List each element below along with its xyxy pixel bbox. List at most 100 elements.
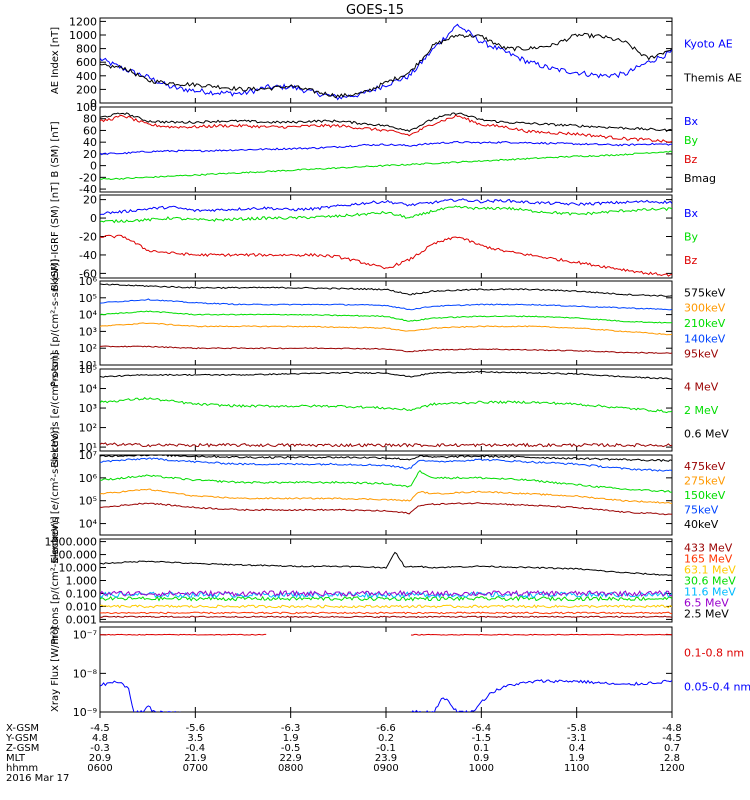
series-line-2 <box>100 604 672 609</box>
legend-label-1: 165 MeV <box>684 552 733 565</box>
ephem-value: -0.3 <box>90 743 110 754</box>
y-tick-label: 10² <box>79 422 97 435</box>
y-tick-label: 10⁴ <box>79 518 98 531</box>
ephem-value: 0700 <box>183 763 208 774</box>
series-line-6 <box>100 551 672 576</box>
series-line-0 <box>100 23 672 101</box>
y-tick-label: 10⁶ <box>79 472 98 485</box>
series-line-1 <box>100 611 672 615</box>
legend-label-1: 2 MeV <box>684 404 719 417</box>
series-line-1 <box>100 150 672 181</box>
legend-label-0: 433 MeV <box>684 541 733 554</box>
ephem-value: 4.8 <box>92 733 108 744</box>
ephem-value: 0900 <box>373 763 398 774</box>
y-tick-label: 600 <box>76 56 97 69</box>
plot-title: GOES-15 <box>346 3 404 18</box>
legend-label-2: 63.1 MeV <box>684 563 736 576</box>
ephem-value: 22.9 <box>280 753 302 764</box>
series-line-0 <box>100 140 672 156</box>
y-tick-label: 10⁵ <box>79 495 97 508</box>
legend-label-1: Themis AE <box>683 72 742 85</box>
y-tick-label: 10⁴ <box>79 309 98 322</box>
series-line-0 <box>100 633 672 636</box>
panel-frame <box>99 368 673 452</box>
y-tick-label: 10⁴ <box>79 383 98 396</box>
y-tick-label: 10⁻⁸ <box>73 667 98 680</box>
ephem-value: -6.3 <box>281 723 301 734</box>
y-axis-label: Electrons [e/(cm²-s-sr-keV)] <box>50 426 61 563</box>
series-line-4 <box>100 345 672 354</box>
ephem-value: 2.8 <box>664 753 680 764</box>
series-line-0 <box>100 283 672 297</box>
y-tick-label: 1000 <box>69 29 97 42</box>
panel-7: Xray Flux [W/m²] 10⁻⁹ 10⁻⁸ 10⁻⁷ 0.1-0.8 nm 0.… <box>50 626 750 719</box>
panel-frame <box>99 280 673 366</box>
y-tick-label: 100.000 <box>52 549 98 562</box>
y-tick-label: 80 <box>83 113 97 126</box>
ephemeris-table: X-GSM -4.5 -5.6 -6.3 -6.6 -6.4 -5.8 -4.8 Y-GSM 4.… <box>5 712 685 784</box>
series-line-0 <box>100 502 672 516</box>
ephem-row-label: Z-GSM <box>6 743 39 754</box>
y-tick-label: 60 <box>83 124 97 137</box>
y-tick-label: 20 <box>83 148 97 161</box>
panel-2: B (SM)-IGRF (SM) [nT] -60 -40 -20 0 20 Bx By Bz <box>50 182 699 291</box>
series-line-1 <box>100 488 672 504</box>
series-line-2 <box>100 310 672 324</box>
ephem-value: -0.1 <box>376 743 396 754</box>
legend-label-3: Bmag <box>684 172 716 185</box>
series-line-3 <box>100 457 672 472</box>
series-line-1 <box>100 32 672 99</box>
y-tick-label: 0.010 <box>66 600 98 613</box>
series-line-2 <box>100 469 672 493</box>
legend-label-6: 2.5 MeV <box>684 608 729 621</box>
series-line-1 <box>100 205 672 224</box>
y-tick-label: 10.000 <box>59 562 98 575</box>
y-tick-label: 1200 <box>69 15 97 28</box>
y-tick-label: 0 <box>90 97 97 110</box>
y-tick-label: 10⁵ <box>79 292 97 305</box>
series-line-5 <box>100 589 672 598</box>
y-tick-label: 0.001 <box>66 613 98 626</box>
ephem-value: -3.1 <box>567 733 587 744</box>
y-tick-label: 10⁶ <box>79 275 98 288</box>
series-line-2 <box>100 114 672 143</box>
ephem-row-label: hhmm <box>6 763 38 774</box>
legend-label-2: Bz <box>684 153 698 166</box>
ephem-value: 1000 <box>469 763 494 774</box>
y-tick-label: 10⁻⁹ <box>73 706 97 719</box>
legend-label-3: 30.6 MeV <box>684 575 736 588</box>
series-line-1 <box>100 322 672 336</box>
ephem-value: -5.6 <box>186 723 206 734</box>
y-tick-label: 1000.000 <box>45 536 98 549</box>
ephem-value: -4.5 <box>90 723 110 734</box>
y-axis-label: Protons [p/(cm²-s-sr-keV)] <box>50 259 61 387</box>
panel-frame <box>99 626 673 713</box>
y-tick-label: 10³ <box>79 325 97 338</box>
ephem-value: 0.2 <box>378 733 394 744</box>
series-line-2 <box>100 234 672 277</box>
series-line-0 <box>100 615 672 619</box>
ephem-value: 1.9 <box>569 753 585 764</box>
ephem-row-label: Y-GSM <box>5 733 38 744</box>
legend-label-3: 140keV <box>684 332 726 345</box>
y-tick-label: 0 <box>90 160 97 173</box>
ephem-value: 3.5 <box>187 733 203 744</box>
y-tick-label: 200 <box>76 83 97 96</box>
series-line-2 <box>100 370 672 380</box>
legend-label-0: Bx <box>684 115 699 128</box>
ephem-value: 0600 <box>87 763 112 774</box>
panel-frame <box>99 106 673 193</box>
legend-label-4: 40keV <box>684 518 719 531</box>
panel-6: Protons [p/(cm²-s-sr-keV)] 0.0010.0100.10… <box>45 516 737 644</box>
y-tick-label: 10⁻⁷ <box>73 629 97 642</box>
panel-3: Protons [p/(cm²-s-sr-keV)] 10¹ 10² 10³ 10⁴ 10… <box>50 259 726 387</box>
y-axis-label: Xray Flux [W/m²] <box>50 627 61 712</box>
legend-label-1: By <box>684 134 699 147</box>
panel-frame <box>99 538 673 623</box>
y-tick-label: 10² <box>79 342 97 355</box>
legend-label-0: 4 MeV <box>684 381 719 394</box>
series-line-1 <box>100 679 672 712</box>
